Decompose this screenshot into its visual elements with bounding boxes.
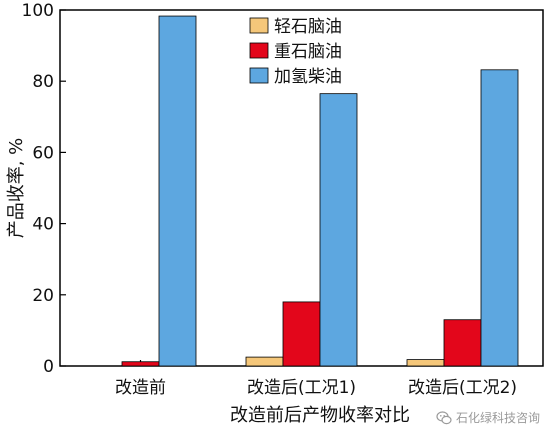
x-tick-label: 改造前 — [115, 378, 166, 398]
bar-2-1 — [121, 361, 160, 367]
y-axis-title: 产品收率, % — [6, 138, 27, 239]
bar-1-2 — [245, 356, 284, 367]
y-tick-label: 80 — [32, 72, 54, 92]
x-axis-title: 改造前后产物收率对比 — [230, 405, 410, 426]
plot-area: 0 20 40 60 80 100 改造前 改造后(工况1) 改造后(工况2) 轻石脑油重石脑油加… — [22, 1, 544, 398]
legend-label: 加氢柴油 — [274, 67, 342, 87]
bar-3-2 — [319, 93, 358, 367]
watermark: 石化绿科技咨询 — [436, 409, 540, 426]
y-tick-label: 40 — [32, 215, 54, 235]
x-tick-label: 改造后(工况2) — [408, 378, 517, 398]
bar-3-1 — [158, 15, 197, 367]
legend-label: 轻石脑油 — [274, 17, 342, 37]
wechat-icon — [436, 410, 452, 424]
bar-3-3 — [480, 69, 519, 367]
bar-2-3 — [443, 319, 482, 367]
legend-label: 重石脑油 — [274, 42, 342, 62]
y-tick-label: 0 — [43, 357, 54, 377]
bar-2-2 — [282, 301, 321, 367]
legend-swatch — [249, 17, 269, 34]
legend-swatch — [249, 42, 269, 59]
y-tick-label: 20 — [32, 286, 54, 306]
y-tick-label: 100 — [22, 1, 54, 21]
watermark-text: 石化绿科技咨询 — [455, 411, 540, 425]
y-tick-label: 60 — [32, 143, 54, 163]
legend-swatch — [249, 67, 269, 84]
x-tick-label: 改造后(工况1) — [247, 378, 356, 398]
bar-1-3 — [406, 359, 445, 367]
